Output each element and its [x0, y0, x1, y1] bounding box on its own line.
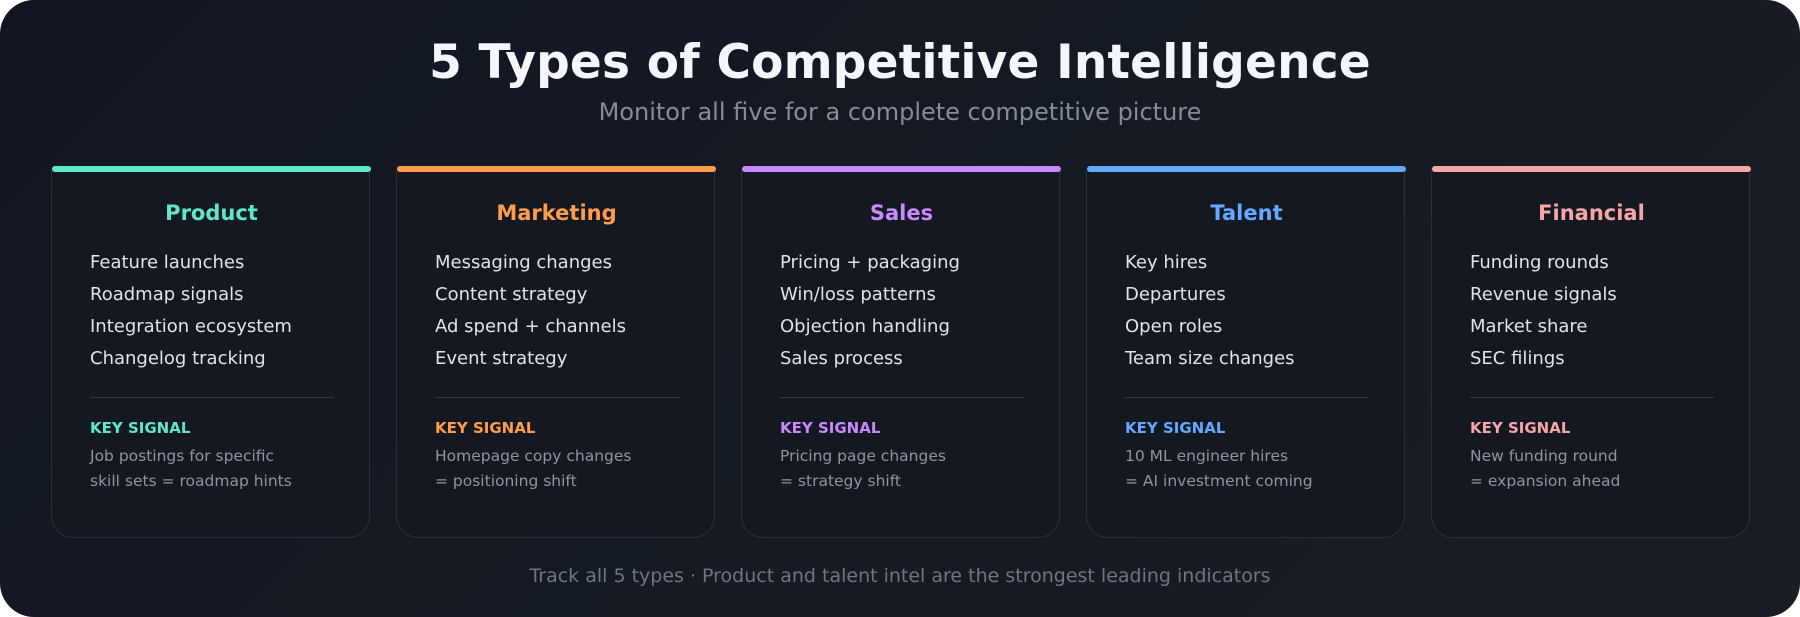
card-product: Product Feature launches Roadmap signals… [51, 166, 371, 538]
key-signal-line: Job postings for specific [90, 447, 275, 465]
list-item: Feature launches [90, 252, 245, 273]
accent-bar [1087, 166, 1406, 172]
item-list: Messaging changes Content strategy Ad sp… [435, 247, 705, 375]
key-signal-text: Pricing page changes = strategy shift [780, 444, 1050, 494]
accent-bar [1432, 166, 1751, 172]
list-item: Objection handling [780, 316, 950, 337]
divider [1470, 397, 1714, 398]
page-subtitle: Monitor all five for a complete competit… [598, 98, 1202, 126]
key-signal-text: Job postings for specific skill sets = r… [90, 444, 360, 494]
card-title: Product [165, 201, 258, 225]
list-item: Funding rounds [1470, 252, 1609, 273]
key-signal-line: = positioning shift [435, 472, 577, 490]
list-item: Departures [1125, 284, 1226, 305]
list-item: Team size changes [1125, 348, 1295, 369]
divider [780, 397, 1024, 398]
key-signal-line: Pricing page changes [780, 447, 946, 465]
card-sales: Sales Pricing + packaging Win/loss patte… [741, 166, 1061, 538]
list-item: Integration ecosystem [90, 316, 292, 337]
item-list: Funding rounds Revenue signals Market sh… [1470, 247, 1740, 375]
key-signal-line: Homepage copy changes [435, 447, 632, 465]
divider [1125, 397, 1369, 398]
footer-note: Track all 5 types · Product and talent i… [529, 565, 1271, 587]
key-signal-line: = strategy shift [780, 472, 901, 490]
list-item: SEC filings [1470, 348, 1565, 369]
list-item: Event strategy [435, 348, 568, 369]
accent-bar [52, 166, 371, 172]
accent-bar [742, 166, 1061, 172]
list-item: Ad spend + channels [435, 316, 626, 337]
divider [435, 397, 679, 398]
card-title: Sales [869, 201, 934, 225]
card-talent: Talent Key hires Departures Open roles T… [1086, 166, 1406, 538]
list-item: Changelog tracking [90, 348, 266, 369]
key-signal-text: Homepage copy changes = positioning shif… [435, 444, 705, 494]
accent-bar [397, 166, 716, 172]
key-signal-text: New funding round = expansion ahead [1470, 444, 1740, 494]
key-signal-label: KEY SIGNAL [435, 419, 536, 437]
list-item: Roadmap signals [90, 284, 244, 305]
card-title: Financial [1538, 201, 1645, 225]
list-item: Win/loss patterns [780, 284, 936, 305]
key-signal-text: 10 ML engineer hires = AI investment com… [1125, 444, 1395, 494]
item-list: Key hires Departures Open roles Team siz… [1125, 247, 1395, 375]
list-item: Content strategy [435, 284, 588, 305]
list-item: Messaging changes [435, 252, 612, 273]
item-list: Feature launches Roadmap signals Integra… [90, 247, 360, 375]
key-signal-label: KEY SIGNAL [780, 419, 881, 437]
list-item: Pricing + packaging [780, 252, 960, 273]
card-title: Talent [1210, 201, 1283, 225]
key-signal-label: KEY SIGNAL [1470, 419, 1571, 437]
key-signal-line: = expansion ahead [1470, 472, 1621, 490]
list-item: Sales process [780, 348, 903, 369]
item-list: Pricing + packaging Win/loss patterns Ob… [780, 247, 1050, 375]
list-item: Key hires [1125, 252, 1208, 273]
key-signal-label: KEY SIGNAL [1125, 419, 1226, 437]
list-item: Revenue signals [1470, 284, 1617, 305]
key-signal-line: 10 ML engineer hires [1125, 447, 1289, 465]
card-marketing: Marketing Messaging changes Content stra… [396, 166, 716, 538]
card-financial: Financial Funding rounds Revenue signals… [1431, 166, 1751, 538]
key-signal-line: = AI investment coming [1125, 472, 1313, 490]
card-title: Marketing [496, 201, 617, 225]
key-signal-line: New funding round [1470, 447, 1618, 465]
key-signal-line: skill sets = roadmap hints [90, 472, 292, 490]
page-title: 5 Types of Competitive Intelligence [429, 35, 1371, 90]
list-item: Market share [1470, 316, 1588, 337]
card-row: Product Feature launches Roadmap signals… [51, 166, 1751, 540]
divider [90, 397, 334, 398]
key-signal-label: KEY SIGNAL [90, 419, 191, 437]
list-item: Open roles [1125, 316, 1223, 337]
